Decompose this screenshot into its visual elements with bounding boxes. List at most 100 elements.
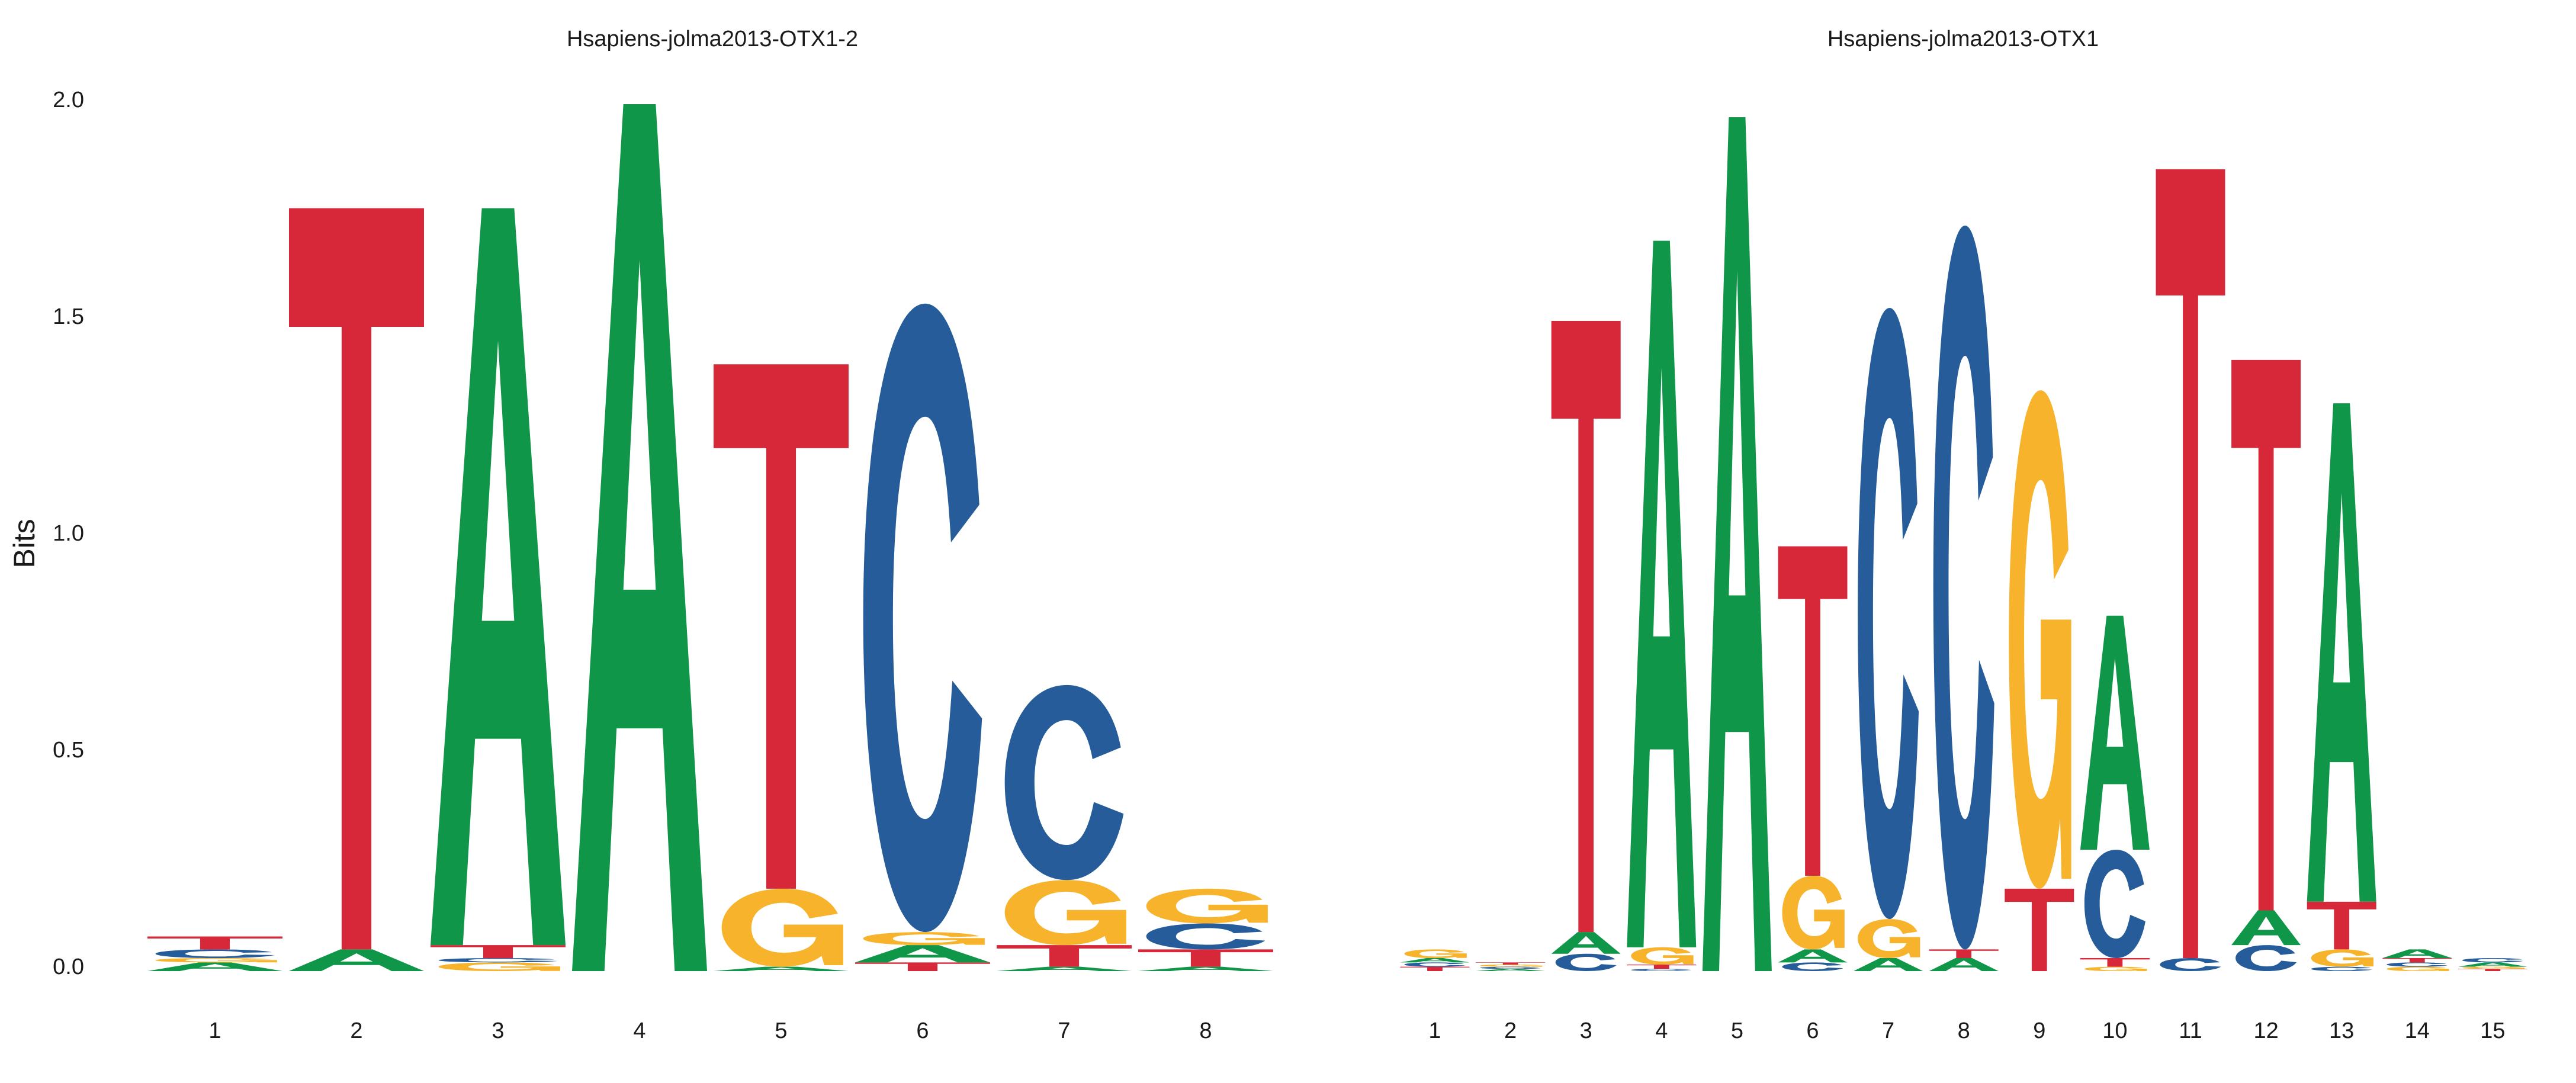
logo-letter-t bbox=[2156, 169, 2225, 959]
logo-letter-a bbox=[2458, 962, 2527, 967]
logo-letter-g bbox=[1858, 919, 1920, 959]
y-tick-label: 1.0 bbox=[53, 521, 84, 546]
logo-letter-a bbox=[1854, 958, 1923, 971]
logo-letter-t bbox=[1551, 321, 1621, 933]
logo-letter-c bbox=[1004, 684, 1124, 880]
logo-letter-t bbox=[431, 945, 566, 959]
x-tick-label: 2 bbox=[350, 1018, 362, 1043]
logo-letter-g bbox=[438, 962, 560, 971]
x-tick-label: 13 bbox=[2329, 1018, 2354, 1043]
logo-letter-g bbox=[1146, 888, 1268, 924]
panel-title: Hsapiens-jolma2013-OTX1-2 bbox=[567, 27, 858, 52]
logo-letter-c bbox=[2462, 958, 2523, 963]
y-tick-label: 0.5 bbox=[53, 738, 84, 763]
x-tick-label: 4 bbox=[633, 1018, 645, 1043]
logo-letter-g bbox=[863, 932, 985, 946]
y-axis-label: Bits bbox=[8, 519, 41, 568]
logo-letter-a bbox=[572, 104, 707, 971]
logo-letter-a bbox=[1138, 966, 1273, 971]
x-tick-label: 1 bbox=[208, 1018, 221, 1043]
x-tick-label: 14 bbox=[2405, 1018, 2430, 1043]
logo-letter-a bbox=[431, 208, 566, 946]
x-axis-ticks: 1 2 3 4 5 6 7 8 bbox=[208, 1018, 1212, 1043]
logo-letter-t bbox=[1476, 962, 1546, 965]
x-tick-label: 7 bbox=[1882, 1018, 1894, 1043]
logo-letter-a bbox=[1400, 958, 1470, 963]
logo-letter-t bbox=[1627, 965, 1697, 969]
logo-letter-t bbox=[714, 364, 849, 889]
logo-letter-c bbox=[1933, 225, 1994, 950]
y-tick-label: 2.0 bbox=[53, 88, 84, 113]
logo-letter-g bbox=[1404, 949, 1467, 959]
logo-letter-g bbox=[1631, 947, 1694, 965]
logo-letter-c bbox=[438, 958, 558, 963]
logo-letter-t bbox=[1778, 546, 1848, 876]
logo-letter-a bbox=[1627, 240, 1697, 947]
logo-letter-t bbox=[2231, 359, 2301, 911]
logo-letter-a bbox=[1778, 949, 1848, 963]
logo-letter-a bbox=[2307, 403, 2376, 902]
logo-letter-c bbox=[863, 303, 982, 933]
logo-letter-a bbox=[1929, 958, 1999, 971]
logo-letter-t bbox=[2005, 888, 2074, 971]
logo-letter-c bbox=[2084, 850, 2145, 959]
logo-letter-t bbox=[147, 936, 282, 950]
logo-letter-t bbox=[2080, 958, 2150, 967]
x-tick-label: 7 bbox=[1058, 1018, 1070, 1043]
logo-letter-a bbox=[2382, 949, 2452, 959]
logo-letter-a bbox=[289, 949, 424, 971]
x-tick-label: 11 bbox=[2179, 1018, 2202, 1043]
logo-letter-t bbox=[1400, 966, 1470, 971]
logo-letter-a bbox=[1551, 932, 1621, 954]
logo-letter-t bbox=[997, 945, 1132, 967]
logo-panel-otx1: Hsapiens-jolma2013-OTX1 1 2 3 4 5 6 7 8 9 10 11 12 1… bbox=[1400, 27, 2527, 1043]
logo-letter-g bbox=[721, 888, 843, 967]
logo-letter-c bbox=[1404, 962, 1466, 967]
x-tick-label: 8 bbox=[1958, 1018, 1970, 1043]
logo-letter-c bbox=[2311, 966, 2372, 971]
y-axis-ticks: 0.0 0.5 1.0 1.5 2.0 bbox=[53, 88, 84, 979]
logo-letter-a bbox=[714, 966, 849, 971]
logo-letter-a bbox=[855, 945, 990, 963]
logo-letters bbox=[147, 104, 1273, 971]
logo-letter-a bbox=[147, 962, 282, 971]
logo-letter-g bbox=[155, 958, 277, 963]
logo-letter-c bbox=[155, 949, 275, 959]
x-tick-label: 4 bbox=[1655, 1018, 1668, 1043]
logo-panel-otx1-2: Hsapiens-jolma2013-OTX1-2 Bits 0.0 0.5 1… bbox=[8, 27, 1273, 1043]
logo-letter-g bbox=[1480, 965, 1543, 967]
logo-letter-t bbox=[2382, 958, 2452, 963]
logo-letter-c bbox=[2235, 945, 2297, 971]
logo-letter-c bbox=[1858, 308, 1919, 920]
logo-letter-c bbox=[1631, 969, 1692, 971]
logo-letter-a bbox=[2231, 910, 2301, 946]
x-tick-label: 6 bbox=[916, 1018, 929, 1043]
x-tick-label: 3 bbox=[1580, 1018, 1592, 1043]
logo-letter-c bbox=[1782, 962, 1843, 971]
x-tick-label: 3 bbox=[492, 1018, 504, 1043]
y-tick-label: 1.5 bbox=[53, 304, 84, 329]
logo-letter-a bbox=[1476, 969, 1546, 971]
y-tick-label: 0.0 bbox=[53, 955, 84, 979]
x-tick-label: 15 bbox=[2480, 1018, 2505, 1043]
x-tick-label: 12 bbox=[2253, 1018, 2278, 1043]
logo-letter-g bbox=[2009, 390, 2071, 889]
logo-letter-t bbox=[2307, 901, 2376, 950]
logo-letters bbox=[1400, 117, 2527, 972]
x-tick-label: 10 bbox=[2102, 1018, 2127, 1043]
x-tick-label: 1 bbox=[1428, 1018, 1441, 1043]
logo-letter-g bbox=[1004, 880, 1126, 946]
logo-letter-g bbox=[2462, 966, 2525, 969]
logo-letter-c bbox=[1555, 953, 1617, 971]
logo-letter-c bbox=[1146, 923, 1265, 950]
x-tick-label: 6 bbox=[1806, 1018, 1819, 1043]
logo-letter-g bbox=[2387, 966, 2449, 971]
logo-letter-g bbox=[1782, 875, 1845, 950]
logo-letter-t bbox=[1138, 949, 1273, 967]
logo-letter-t bbox=[289, 208, 424, 950]
x-tick-label: 5 bbox=[775, 1018, 787, 1043]
logo-letter-a bbox=[997, 966, 1132, 971]
logo-letter-c bbox=[2387, 962, 2448, 967]
logo-letter-a bbox=[1702, 117, 1772, 972]
